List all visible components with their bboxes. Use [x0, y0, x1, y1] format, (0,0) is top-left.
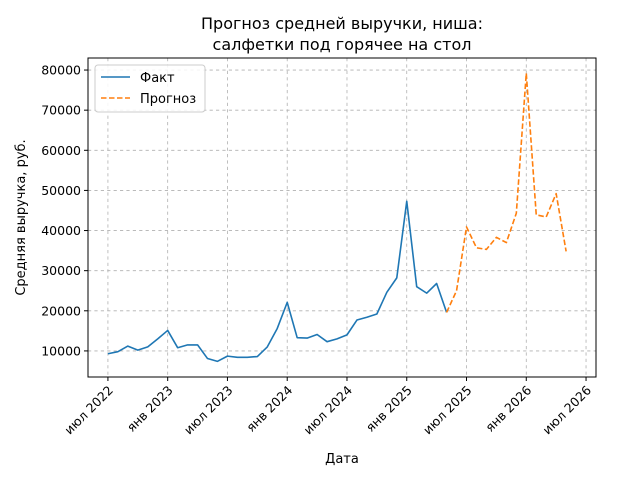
- x-tick-label: июл 2025: [420, 383, 475, 438]
- y-axis-ticks: 10000 20000 30000 40000 50000 60000 70000 80000: [41, 63, 88, 358]
- x-axis-ticks: июл 2022 янв 2023 июл 2023 янв 2024 июл 2024…: [61, 377, 594, 437]
- legend-label-forecast: Прогноз: [140, 92, 196, 107]
- x-tick-label: июл 2022: [61, 383, 116, 438]
- grid: [88, 58, 596, 377]
- y-tick-label: 20000: [41, 303, 81, 318]
- plot-frame: [87, 57, 597, 378]
- y-tick-label: 60000: [41, 143, 81, 158]
- x-axis-label: Дата: [325, 452, 359, 467]
- x-tick-label: июл 2023: [181, 383, 236, 438]
- x-tick-label: янв 2025: [363, 383, 415, 435]
- x-tick-label: июл 2026: [539, 382, 594, 437]
- series-line-fact: [107, 200, 448, 363]
- chart-title-line-2: салфетки под горячее на стол: [213, 35, 472, 54]
- x-tick-label: янв 2023: [124, 383, 176, 435]
- x-tick-label: июл 2024: [300, 382, 355, 437]
- y-tick-label: 70000: [41, 103, 81, 118]
- legend-label-fact: Факт: [140, 71, 175, 86]
- chart-title-line-1: Прогноз средней выручки, ниша:: [201, 14, 483, 33]
- x-tick-label: янв 2026: [482, 382, 534, 434]
- y-tick-label: 10000: [41, 343, 81, 358]
- y-tick-label: 40000: [41, 223, 81, 238]
- y-tick-label: 50000: [41, 183, 81, 198]
- y-tick-label: 80000: [41, 63, 81, 78]
- y-tick-label: 30000: [41, 263, 81, 278]
- series-layer: [107, 72, 567, 363]
- x-tick-label: янв 2024: [243, 382, 295, 434]
- series-line-forecast: [445, 72, 567, 313]
- legend: Факт Прогноз: [94, 64, 206, 113]
- y-axis-label: Средняя выручка, руб.: [14, 139, 29, 295]
